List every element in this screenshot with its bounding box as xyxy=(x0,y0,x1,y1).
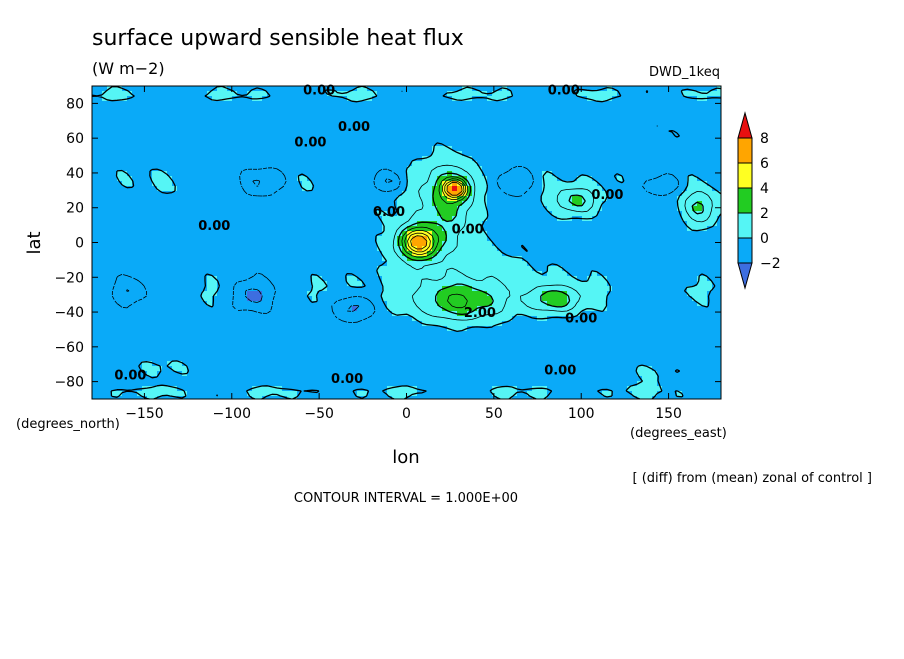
diff-note: [ (diff) from (mean) zonal of control ] xyxy=(633,471,872,486)
contour-label: 0.00 xyxy=(331,372,363,387)
y-tick-label: 60 xyxy=(66,131,84,147)
colorbar: −2 0 2 4 6 8 xyxy=(738,113,781,288)
x-tick-label: 0 xyxy=(402,406,411,422)
y-tick-label: −60 xyxy=(54,340,84,356)
contour-interval: CONTOUR INTERVAL = 1.000E+00 xyxy=(294,491,518,506)
colorbar-label: 6 xyxy=(760,156,769,172)
y-tick-label: −80 xyxy=(54,375,84,391)
colorbar-max-arrow xyxy=(738,113,752,138)
contour-field xyxy=(92,86,722,400)
contour-label: 0.00 xyxy=(565,311,597,326)
colorbar-min-arrow xyxy=(738,263,752,288)
experiment-label: DWD_1keq xyxy=(649,65,720,80)
x-tick-label: 50 xyxy=(485,406,503,422)
colorbar-segment xyxy=(738,213,752,238)
colorbar-segment xyxy=(738,163,752,188)
x-tick-label: 100 xyxy=(568,406,595,422)
y-tick-label: −40 xyxy=(54,305,84,321)
colorbar-segment xyxy=(738,188,752,213)
colorbar-label: −2 xyxy=(760,256,781,272)
contour-label: 0.00 xyxy=(373,205,405,220)
y-units-label: (degrees_north) xyxy=(16,417,120,432)
x-tick-label: −100 xyxy=(213,406,251,422)
colorbar-segment xyxy=(738,138,752,163)
y-tick-label: 40 xyxy=(66,166,84,182)
contour-label: 0.00 xyxy=(198,219,230,234)
colorbar-segment xyxy=(738,238,752,263)
y-tick-label: 0 xyxy=(75,236,84,252)
contour-label: 0.00 xyxy=(544,363,576,378)
y-tick-label: 80 xyxy=(66,96,84,112)
contour-label: 0.00 xyxy=(294,136,326,151)
contour-label: 0.00 xyxy=(452,223,484,238)
x-units-label: (degrees_east) xyxy=(630,426,727,441)
colorbar-label: 8 xyxy=(760,131,769,147)
y-tick-label: −20 xyxy=(54,270,84,286)
y-tick-label: 20 xyxy=(66,201,84,217)
contour-label: 0.00 xyxy=(338,120,370,135)
contour-label: 0.00 xyxy=(591,188,623,203)
colorbar-label: 2 xyxy=(760,206,769,222)
chart-units: (W m−2) xyxy=(92,59,165,78)
x-tick-label: 150 xyxy=(655,406,682,422)
colorbar-label: 4 xyxy=(760,181,769,197)
chart-title: surface upward sensible heat flux xyxy=(92,26,464,51)
contour-label: 2.00 xyxy=(464,306,496,321)
y-axis-label: lat xyxy=(24,231,45,254)
x-axis-label: lon xyxy=(392,447,419,468)
x-tick-label: −50 xyxy=(304,406,334,422)
contour-label: 0.00 xyxy=(114,369,146,384)
x-tick-label: −150 xyxy=(125,406,163,422)
colorbar-label: 0 xyxy=(760,231,769,247)
